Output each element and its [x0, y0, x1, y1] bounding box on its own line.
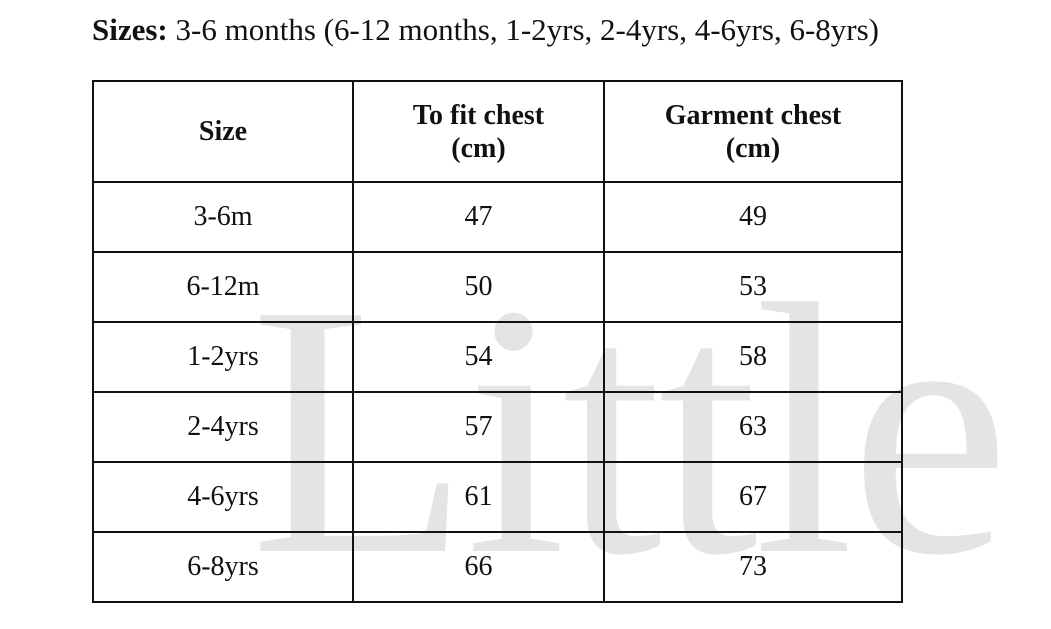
title: Sizes: 3-6 months (6-12 months, 1-2yrs, … [92, 12, 879, 48]
table-row: 6-8yrs 66 73 [92, 531, 903, 603]
column-header: Size [92, 80, 354, 183]
table-cell: 73 [603, 531, 903, 603]
table-body: 3-6m 47 49 6-12m 50 53 1-2yrs 54 58 2-4yrs 57 63 4-6… [92, 181, 903, 603]
header-line: To fit chest [412, 99, 545, 131]
table-cell: 6-12m [92, 251, 354, 323]
table-cell: 61 [352, 461, 605, 533]
table-cell: 6-8yrs [92, 531, 354, 603]
size-table: Size To fit chest (cm) Garment chest (cm) 3-… [92, 80, 903, 603]
header-line: Garment chest [664, 99, 842, 131]
header-row: Size To fit chest (cm) Garment chest (cm) [92, 80, 903, 183]
table-cell: 3-6m [92, 181, 354, 253]
table-cell: 54 [352, 321, 605, 393]
table-row: 6-12m 50 53 [92, 251, 903, 323]
header-line: (cm) [451, 132, 506, 164]
table-cell: 1-2yrs [92, 321, 354, 393]
table-cell: 63 [603, 391, 903, 463]
table-cell: 53 [603, 251, 903, 323]
table-cell: 47 [352, 181, 605, 253]
title-text: 3-6 months (6-12 months, 1-2yrs, 2-4yrs,… [167, 12, 879, 47]
table-cell: 58 [603, 321, 903, 393]
table-cell: 57 [352, 391, 605, 463]
table-row: 4-6yrs 61 67 [92, 461, 903, 533]
header-line: Size [198, 116, 248, 147]
title-label: Sizes: [92, 12, 168, 47]
header-line: (cm) [725, 132, 781, 164]
table-cell: 4-6yrs [92, 461, 354, 533]
table-row: 3-6m 47 49 [92, 181, 903, 253]
table-cell: 49 [603, 181, 903, 253]
table-cell: 66 [352, 531, 605, 603]
table-cell: 50 [352, 251, 605, 323]
table-row: 1-2yrs 54 58 [92, 321, 903, 393]
column-header: Garment chest (cm) [603, 80, 903, 183]
column-header: To fit chest (cm) [352, 80, 605, 183]
table-row: 2-4yrs 57 63 [92, 391, 903, 463]
page: Sizes: 3-6 months (6-12 months, 1-2yrs, … [92, 12, 1010, 610]
table-cell: 2-4yrs [92, 391, 354, 463]
table-cell: 67 [603, 461, 903, 533]
